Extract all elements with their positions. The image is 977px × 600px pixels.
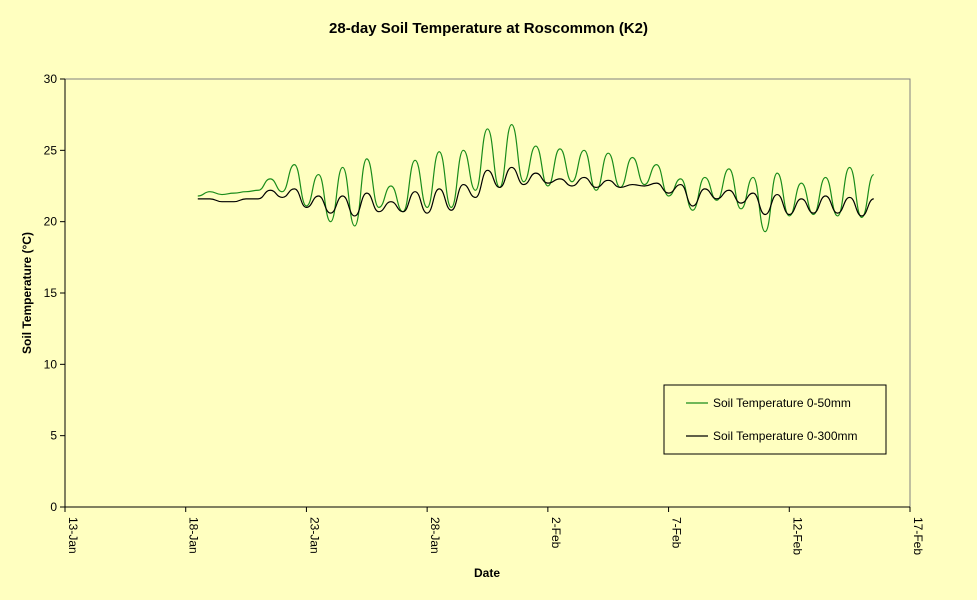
x-tick-label: 17-Feb xyxy=(911,517,925,555)
x-ticks: 13-Jan 18-Jan 23-Jan 28-Jan 2-Feb 7-Feb 12-Feb… xyxy=(64,507,925,555)
y-tick-label: 5 xyxy=(50,429,57,443)
x-tick-label: 23-Jan xyxy=(307,517,321,554)
y-tick-label: 25 xyxy=(44,143,58,157)
legend-box xyxy=(663,384,887,455)
x-axis-title: Date xyxy=(474,566,500,580)
x-tick-label: 12-Feb xyxy=(790,517,804,555)
series-line-1 xyxy=(197,166,874,217)
y-tick-label: 15 xyxy=(44,286,58,300)
x-tick-label: 7-Feb xyxy=(670,517,684,549)
chart-title: 28-day Soil Temperature at Roscommon (K2… xyxy=(329,20,648,37)
y-axis-title: Soil Temperature (°C) xyxy=(20,232,34,354)
series-line-0 xyxy=(197,124,875,233)
y-tick-label: 20 xyxy=(44,215,58,229)
y-tick-label: 10 xyxy=(44,357,58,371)
x-tick-label: 28-Jan xyxy=(428,517,442,554)
x-tick-label: 18-Jan xyxy=(187,517,201,554)
y-tick-label: 30 xyxy=(44,72,58,86)
x-tick-label: 13-Jan xyxy=(66,517,80,554)
legend: Soil Temperature 0-50mm Soil Temperature… xyxy=(663,384,887,455)
legend-label-0: Soil Temperature 0-50mm xyxy=(713,396,851,410)
y-ticks: 0 5 10 15 20 25 30 xyxy=(44,72,65,514)
x-tick-label: 2-Feb xyxy=(549,517,563,549)
legend-label-1: Soil Temperature 0-300mm xyxy=(713,429,858,443)
series-layer xyxy=(197,124,875,233)
y-tick-label: 0 xyxy=(50,500,57,514)
